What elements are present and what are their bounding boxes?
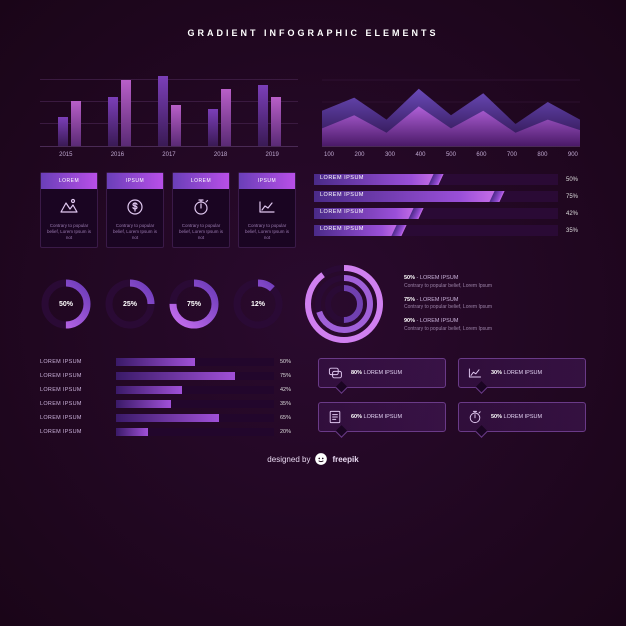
bb-label: LOREM IPSUM: [40, 387, 110, 393]
bb-label: LOREM IPSUM: [40, 429, 110, 435]
bottom-bar: LOREM IPSUM 42%: [40, 386, 298, 394]
info-card: LOREM Contrary to popular belief, Lorem …: [40, 172, 98, 248]
donut: 12%: [232, 278, 284, 330]
donut: 25%: [104, 278, 156, 330]
x-label: 100: [324, 152, 334, 158]
x-label: 2019: [265, 152, 278, 158]
x-label: 900: [568, 152, 578, 158]
bb-pct: 65%: [280, 415, 298, 421]
card-text: Contrary to popular belief, Lorem Ipsum …: [112, 223, 158, 241]
concentric-legend: 50% - LOREM IPSUMContrary to popular bel…: [404, 275, 586, 333]
bb-label: LOREM IPSUM: [40, 359, 110, 365]
bar-group: [258, 85, 281, 147]
donut: 75%: [168, 278, 220, 330]
card-body: Contrary to popular belief, Lorem Ipsum …: [173, 189, 229, 247]
h-bar: LOREM IPSUM 75%: [314, 191, 586, 202]
donut-pct: 12%: [232, 278, 284, 330]
bar-chart: 2015 2016 2017 2018 2019: [40, 58, 298, 158]
h-bar: LOREM IPSUM 35%: [314, 225, 586, 236]
card-body: Contrary to popular belief, Lorem Ipsum …: [239, 189, 295, 247]
donut-charts: 50% 25% 75% 12%: [40, 278, 284, 330]
donut-pct: 75%: [168, 278, 220, 330]
concentric-rings: [302, 262, 386, 346]
hbar-label: LOREM IPSUM: [320, 226, 364, 232]
bottom-bar: LOREM IPSUM 75%: [40, 372, 298, 380]
hbar-pct: 75%: [566, 194, 586, 200]
freepik-icon: [314, 452, 328, 466]
hbar-pct: 42%: [566, 211, 586, 217]
info-cards: LOREM Contrary to popular belief, Lorem …: [40, 172, 296, 248]
x-label: 2016: [111, 152, 124, 158]
hbar-pct: 50%: [566, 177, 586, 183]
bb-pct: 75%: [280, 373, 298, 379]
bb-pct: 20%: [280, 429, 298, 435]
donut-pct: 50%: [40, 278, 92, 330]
bottom-bar: LOREM IPSUM 50%: [40, 358, 298, 366]
bar-group: [58, 101, 81, 146]
card-label: IPSUM: [239, 173, 295, 189]
title-bold: INFOGRAPHIC ELEMENTS: [264, 28, 439, 38]
tooltip-card: 30% LOREM IPSUM: [458, 358, 586, 388]
donut: 50%: [40, 278, 92, 330]
card-label: LOREM: [41, 173, 97, 189]
page-title: GRADIENT INFOGRAPHIC ELEMENTS: [40, 28, 586, 38]
hbar-label: LOREM IPSUM: [320, 192, 364, 198]
card-label: LOREM: [173, 173, 229, 189]
bb-label: LOREM IPSUM: [40, 415, 110, 421]
title-prefix: GRADIENT: [187, 28, 258, 38]
h-bar: LOREM IPSUM 50%: [314, 174, 586, 185]
x-label: 2015: [59, 152, 72, 158]
hbar-pct: 35%: [566, 228, 586, 234]
x-label: 800: [537, 152, 547, 158]
area-chart: 100 200 300 400 500 600 700 800 900: [322, 58, 580, 158]
bottom-bar: LOREM IPSUM 65%: [40, 414, 298, 422]
x-label: 400: [415, 152, 425, 158]
bar-group: [158, 76, 181, 146]
card-text: Contrary to popular belief, Lorem Ipsum …: [244, 223, 290, 241]
horizontal-bars: LOREM IPSUM 50% LOREM IPSUM 75% LOREM IPSUM 4…: [314, 172, 586, 248]
footer-credit: designed by freepik: [40, 452, 586, 466]
bb-label: LOREM IPSUM: [40, 373, 110, 379]
tooltip-card: 60% LOREM IPSUM: [318, 402, 446, 432]
x-label: 2017: [162, 152, 175, 158]
bb-pct: 35%: [280, 401, 298, 407]
tooltip-card: 50% LOREM IPSUM: [458, 402, 586, 432]
card-text: Contrary to popular belief, Lorem Ipsum …: [46, 223, 92, 241]
info-card: IPSUM Contrary to popular belief, Lorem …: [106, 172, 164, 248]
card-body: Contrary to popular belief, Lorem Ipsum …: [41, 189, 97, 247]
x-label: 600: [476, 152, 486, 158]
hbar-label: LOREM IPSUM: [320, 175, 364, 181]
bar-group: [208, 89, 231, 146]
h-bar: LOREM IPSUM 42%: [314, 208, 586, 219]
bb-pct: 42%: [280, 387, 298, 393]
x-label: 700: [507, 152, 517, 158]
footer-prefix: designed by: [267, 455, 310, 464]
x-label: 200: [354, 152, 364, 158]
tooltip-cards: 80% LOREM IPSUM 30% LOREM IPSUM 60% LOREM …: [318, 358, 586, 436]
info-card: IPSUM Contrary to popular belief, Lorem …: [238, 172, 296, 248]
bottom-bar: LOREM IPSUM 35%: [40, 400, 298, 408]
card-label: IPSUM: [107, 173, 163, 189]
bottom-bars: LOREM IPSUM 50% LOREM IPSUM 75% LOREM IPSUM 4…: [40, 358, 298, 436]
x-label: 300: [385, 152, 395, 158]
donut-pct: 25%: [104, 278, 156, 330]
info-card: LOREM Contrary to popular belief, Lorem …: [172, 172, 230, 248]
legend-item: 50% - LOREM IPSUMContrary to popular bel…: [404, 275, 586, 290]
x-label: 2018: [214, 152, 227, 158]
bb-pct: 50%: [280, 359, 298, 365]
bb-label: LOREM IPSUM: [40, 401, 110, 407]
footer-brand: freepik: [332, 455, 358, 464]
legend-item: 75% - LOREM IPSUMContrary to popular bel…: [404, 297, 586, 312]
card-body: Contrary to popular belief, Lorem Ipsum …: [107, 189, 163, 247]
bottom-bar: LOREM IPSUM 20%: [40, 428, 298, 436]
card-text: Contrary to popular belief, Lorem Ipsum …: [178, 223, 224, 241]
legend-item: 90% - LOREM IPSUMContrary to popular bel…: [404, 318, 586, 333]
bar-group: [108, 80, 131, 146]
hbar-label: LOREM IPSUM: [320, 209, 364, 215]
x-label: 500: [446, 152, 456, 158]
tooltip-card: 80% LOREM IPSUM: [318, 358, 446, 388]
